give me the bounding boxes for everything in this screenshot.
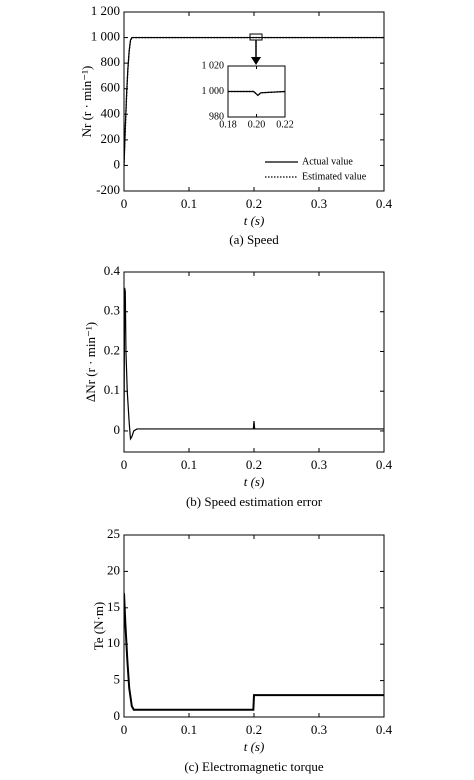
plot-area: [124, 535, 384, 717]
y-tick-label: 15: [107, 599, 120, 614]
x-tick-label: 0.2: [246, 196, 262, 211]
y-tick-label: 25: [107, 526, 120, 541]
x-tick-label: 0.22: [276, 119, 294, 130]
x-tick-label: 0: [121, 722, 128, 737]
y-tick-label: 0: [114, 708, 121, 723]
y-tick-label: 0.2: [104, 342, 120, 357]
x-tick-label: 0.4: [376, 196, 393, 211]
x-tick-label: 0.2: [246, 457, 262, 472]
data-line: [228, 90, 285, 97]
caption: (c) Electromagnetic torque: [184, 759, 324, 774]
plot-frame: [227, 65, 286, 118]
y-tick-label: 0.3: [104, 303, 120, 318]
series-group: [124, 36, 384, 166]
x-tick-label: 0: [121, 196, 128, 211]
data-line: [124, 36, 384, 166]
y-tick-label: 10: [107, 635, 120, 650]
x-axis-label: t (s): [244, 739, 265, 754]
x-tick-label: 0.4: [376, 722, 393, 737]
y-tick-label: 1 200: [91, 3, 120, 18]
y-tick-label: 20: [107, 562, 120, 577]
x-tick-label: 0.3: [311, 722, 327, 737]
y-tick-label: 1 000: [202, 86, 225, 97]
data-line: [124, 593, 384, 711]
x-tick-label: 0.2: [246, 722, 262, 737]
x-axis-label: t (s): [244, 213, 265, 228]
y-tick-label: 1 020: [202, 60, 225, 71]
caption: (a) Speed: [229, 232, 279, 247]
y-tick-label: 5: [114, 672, 121, 687]
y-tick-label: 0.1: [104, 382, 120, 397]
x-axis-label: t (s): [244, 474, 265, 489]
legend-label: Actual value: [302, 156, 353, 167]
caption: (b) Speed estimation error: [186, 494, 323, 509]
y-tick-label: 600: [101, 80, 121, 95]
series-group: [124, 287, 384, 441]
x-tick-label: 0.3: [311, 196, 327, 211]
y-axis-label: Nr (r · min⁻¹): [79, 66, 94, 138]
x-tick-label: 0.3: [311, 457, 327, 472]
y-tick-label: 1 000: [91, 29, 120, 44]
x-tick-label: 0.1: [181, 196, 197, 211]
zoom-arrowhead: [251, 57, 261, 65]
y-tick-label: 980: [209, 111, 224, 122]
y-axis-label: ΔNr (r · min⁻¹): [83, 322, 98, 402]
series-group: [124, 593, 384, 711]
y-tick-label: 800: [101, 54, 121, 69]
x-tick-label: 0.1: [181, 722, 197, 737]
y-axis-label: Te (N·m): [91, 602, 106, 651]
plot-frame: [123, 271, 385, 453]
plot-frame: [123, 11, 385, 192]
legend-label: Estimated value: [302, 171, 367, 182]
x-tick-label: 0.20: [248, 119, 266, 130]
series-group: [228, 90, 285, 97]
y-tick-label: -200: [96, 182, 120, 197]
data-line: [124, 287, 384, 441]
x-tick-label: 0.4: [376, 457, 393, 472]
plot-frame: [123, 534, 385, 718]
x-tick-label: 0: [121, 457, 128, 472]
x-tick-label: 0.18: [219, 119, 237, 130]
y-tick-label: 0: [114, 156, 121, 171]
x-tick-label: 0.1: [181, 457, 197, 472]
y-tick-label: 200: [101, 131, 121, 146]
y-tick-label: 0: [114, 422, 121, 437]
y-tick-label: 400: [101, 105, 121, 120]
y-tick-label: 0.4: [104, 263, 121, 278]
